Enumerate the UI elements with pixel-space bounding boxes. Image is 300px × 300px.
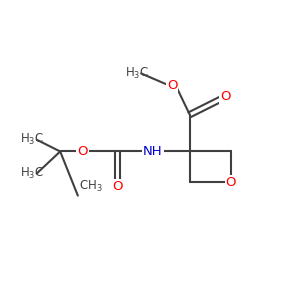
Text: O: O	[220, 91, 230, 103]
Text: O: O	[226, 176, 236, 189]
Text: CH$_3$: CH$_3$	[79, 179, 103, 194]
Text: H$_3$C: H$_3$C	[20, 166, 44, 181]
Text: O: O	[167, 79, 177, 92]
Text: O: O	[112, 180, 123, 193]
Text: O: O	[77, 145, 88, 158]
Text: H$_3$C: H$_3$C	[125, 66, 149, 81]
Text: H$_3$C: H$_3$C	[20, 132, 44, 147]
Text: NH: NH	[143, 145, 163, 158]
